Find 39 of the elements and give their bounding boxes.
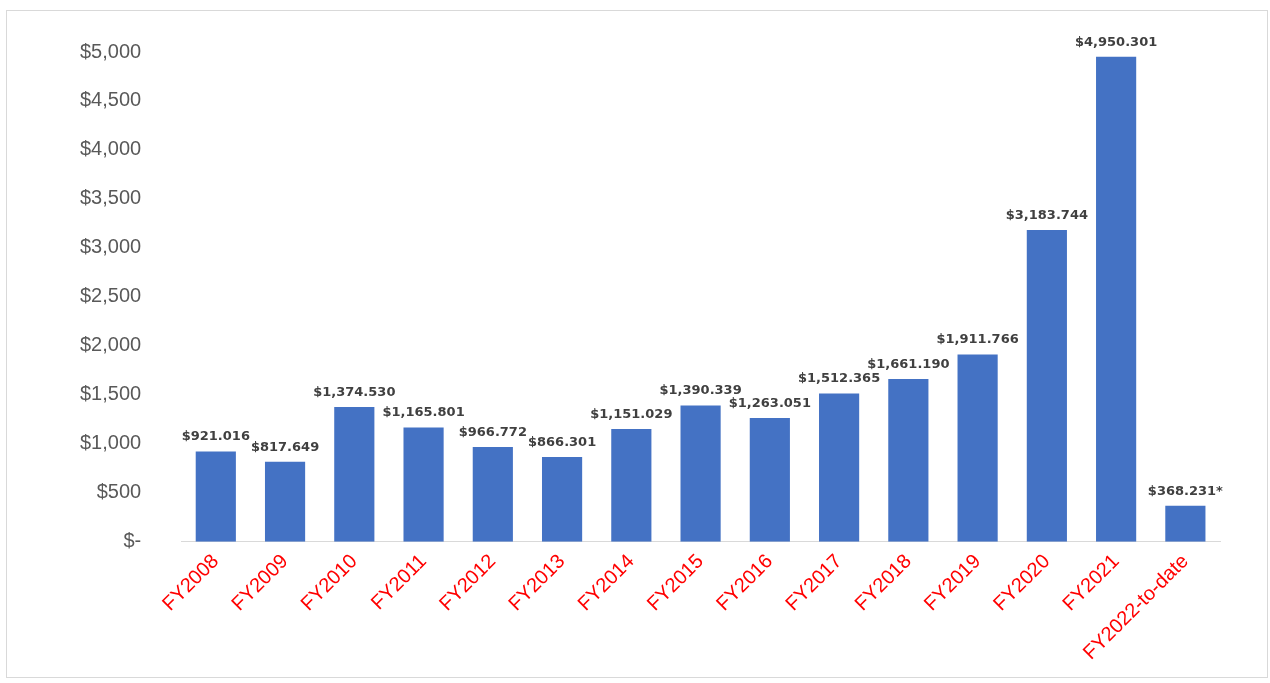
data-label: $817.649 <box>250 438 320 454</box>
data-label: $966.772 <box>458 423 527 439</box>
bar <box>819 393 860 542</box>
bar <box>749 418 790 542</box>
data-label: $1,165.801 <box>382 404 465 420</box>
bar <box>1026 229 1067 542</box>
bar <box>680 405 721 542</box>
y-tick-label: $5,000 <box>80 39 142 62</box>
y-tick-label: $2,000 <box>80 333 142 356</box>
data-label: $1,911.766 <box>936 331 1019 347</box>
bar <box>1165 505 1206 542</box>
data-label: $921.016 <box>181 428 250 444</box>
bar <box>957 354 998 542</box>
bar <box>888 379 929 542</box>
y-tick-label: $500 <box>96 480 142 503</box>
bar <box>403 427 444 542</box>
bar <box>472 447 513 542</box>
data-label: $1,151.029 <box>590 405 673 421</box>
data-label: $1,374.530 <box>313 384 396 399</box>
data-label: $866.301 <box>527 433 597 449</box>
y-tick-label: $- <box>123 529 142 552</box>
bar <box>195 451 236 542</box>
y-tick-label: $3,000 <box>80 235 142 258</box>
data-label: $1,661.190 <box>867 355 950 371</box>
data-label: $4,950.301 <box>1074 33 1158 49</box>
bar <box>264 461 306 542</box>
y-tick-label: $4,000 <box>80 137 142 160</box>
bar <box>1096 56 1137 542</box>
data-label: $3,183.744 <box>1005 206 1088 222</box>
y-tick-label: $2,500 <box>80 284 142 307</box>
bar <box>541 456 583 542</box>
y-tick-label: $1,000 <box>80 431 142 454</box>
bar <box>334 407 375 542</box>
y-tick-label: $4,500 <box>80 88 142 111</box>
bar <box>611 429 652 542</box>
data-label: $368.231* <box>1147 482 1224 498</box>
y-tick-label: $3,500 <box>80 186 142 209</box>
data-label: $1,512.365 <box>797 370 881 386</box>
y-tick-label: $1,500 <box>80 382 142 405</box>
